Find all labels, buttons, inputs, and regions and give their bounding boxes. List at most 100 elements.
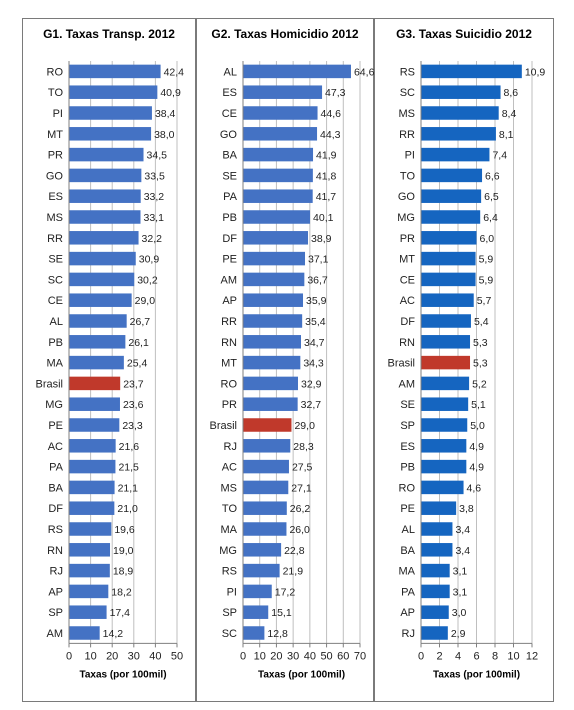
x-tick-label: 10 — [254, 650, 266, 662]
category-label: MG — [397, 212, 415, 224]
data-label: 47,3 — [325, 87, 346, 99]
category-label: RO — [47, 66, 64, 78]
bar — [69, 335, 126, 349]
bar — [421, 439, 467, 453]
category-label: AP — [48, 586, 63, 598]
category-label: Brasil — [209, 420, 237, 432]
data-label: 4,9 — [469, 462, 484, 474]
data-label: 38,4 — [155, 108, 176, 120]
x-tick-label: 2 — [436, 650, 442, 662]
bar — [421, 189, 482, 203]
category-label: CE — [48, 295, 63, 307]
data-label: 6,4 — [483, 212, 498, 224]
category-label: PR — [48, 150, 63, 162]
data-label: 21,0 — [117, 503, 138, 515]
category-label: GO — [398, 191, 416, 203]
x-tick-label: 8 — [492, 650, 498, 662]
data-label: 5,1 — [471, 399, 486, 411]
data-label: 32,9 — [301, 378, 322, 390]
category-label: MA — [221, 524, 238, 536]
data-label: 14,2 — [103, 628, 124, 640]
data-label: 23,3 — [122, 420, 143, 432]
category-label: TO — [48, 87, 64, 99]
category-label: AC — [400, 295, 415, 307]
category-label: RO — [399, 482, 416, 494]
data-label: 3,1 — [453, 586, 468, 598]
data-label: 17,4 — [110, 607, 131, 619]
category-label: AC — [222, 462, 237, 474]
bar — [69, 189, 141, 203]
category-label: TO — [400, 170, 416, 182]
bar — [243, 335, 301, 349]
category-label: MS — [47, 212, 64, 224]
data-label: 26,0 — [289, 524, 310, 536]
category-label: SE — [48, 254, 63, 266]
category-label: MT — [399, 254, 415, 266]
bar — [421, 231, 477, 245]
bar — [243, 543, 282, 557]
x-tick-label: 10 — [507, 650, 519, 662]
category-label: MS — [221, 482, 238, 494]
bar — [243, 522, 287, 536]
bar — [243, 210, 311, 224]
category-label: SP — [400, 420, 415, 432]
category-label: MT — [47, 129, 63, 141]
data-label: 30,9 — [139, 254, 160, 266]
category-label: ES — [48, 191, 63, 203]
chart-panel-g3: G3. Taxas Suicidio 2012 RS 10,9 SC 8,6 MS 8,4… — [374, 18, 554, 702]
data-label: 7,4 — [492, 150, 507, 162]
category-label: TO — [222, 503, 238, 515]
data-label: 32,7 — [301, 399, 322, 411]
bar — [243, 418, 292, 432]
bar — [243, 501, 287, 515]
bar — [69, 314, 127, 328]
chart-title: G3. Taxas Suicidio 2012 — [396, 27, 532, 41]
bar — [69, 522, 112, 536]
x-tick-label: 20 — [106, 650, 118, 662]
x-tick-label: 12 — [526, 650, 538, 662]
x-tick-label: 0 — [66, 650, 72, 662]
bar — [421, 168, 483, 183]
category-label: PI — [227, 586, 237, 598]
category-label: CE — [222, 108, 237, 120]
bar — [421, 376, 470, 391]
data-label: 30,2 — [137, 274, 158, 286]
bar — [69, 459, 116, 474]
category-label: RS — [222, 566, 237, 578]
category-label: PB — [48, 337, 63, 349]
category-label: MG — [219, 545, 237, 557]
data-label: 21,6 — [119, 441, 140, 453]
data-label: 12,8 — [267, 628, 288, 640]
data-label: 33,5 — [144, 170, 165, 182]
bar — [69, 85, 158, 99]
bar — [421, 522, 453, 536]
category-label: PA — [401, 586, 416, 598]
data-label: 6,0 — [480, 233, 495, 245]
data-label: 42,4 — [164, 66, 185, 78]
chart-g1-svg: RO 42,4 TO 40,9 PI 38,4 MT 38,0 PR 34,5 GO 33,5 ES 33… — [35, 61, 185, 680]
category-label: PE — [222, 254, 237, 266]
x-tick-label: 40 — [149, 650, 161, 662]
x-tick-label: 30 — [287, 650, 299, 662]
data-label: 22,8 — [284, 545, 305, 557]
category-label: SC — [400, 87, 415, 99]
x-tick-label: 50 — [171, 650, 183, 662]
bar — [69, 439, 116, 453]
data-label: 23,6 — [123, 399, 144, 411]
bar — [69, 543, 111, 557]
bar — [69, 501, 115, 515]
category-label: DF — [400, 316, 415, 328]
category-label: SP — [222, 607, 237, 619]
chart-g3-svg: RS 10,9 SC 8,6 MS 8,4 RR 8,1 PI 7,4 TO 6,6 GO 6,5 MG 6,… — [387, 61, 545, 680]
category-label: PA — [223, 191, 238, 203]
bar — [69, 418, 120, 432]
bar — [421, 480, 464, 495]
data-label: 18,9 — [113, 566, 134, 578]
bar — [69, 584, 109, 599]
category-label: MS — [399, 108, 416, 120]
category-label: AM — [399, 378, 416, 390]
bar — [421, 64, 522, 79]
data-label: 41,8 — [316, 170, 337, 182]
data-label: 33,2 — [144, 191, 165, 203]
bar — [69, 293, 132, 307]
